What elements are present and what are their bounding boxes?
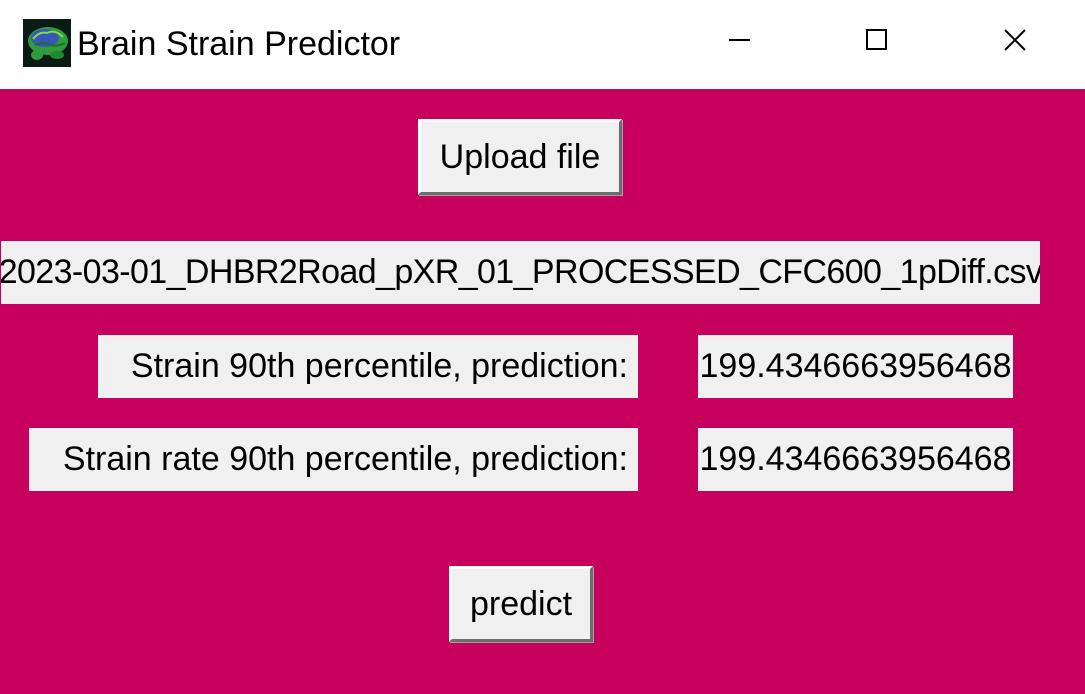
filename-label: 2023-03-01_DHBR2Road_pXR_01_PROCESSED_CF… (1, 241, 1040, 304)
strain-rate-prediction-label: Strain rate 90th percentile, prediction: (29, 428, 638, 491)
strain-rate-prediction-value: 199.4346663956468 (698, 428, 1013, 491)
minimize-button[interactable] (680, 0, 800, 84)
strain-prediction-label: Strain 90th percentile, prediction: (98, 335, 638, 398)
close-icon (1003, 28, 1027, 57)
maximize-button[interactable] (817, 0, 937, 84)
close-button[interactable] (955, 0, 1075, 84)
minimize-icon (728, 28, 752, 57)
maximize-icon (865, 28, 889, 57)
upload-file-button[interactable]: Upload file (418, 119, 622, 195)
title-bar[interactable]: Brain Strain Predictor (0, 0, 1085, 89)
main-panel: Upload file 2023-03-01_DHBR2Road_pXR_01_… (0, 89, 1085, 694)
predict-button[interactable]: predict (449, 566, 593, 642)
window-title: Brain Strain Predictor (77, 25, 401, 63)
brain-icon (23, 19, 71, 67)
strain-prediction-value: 199.4346663956468 (698, 335, 1013, 398)
